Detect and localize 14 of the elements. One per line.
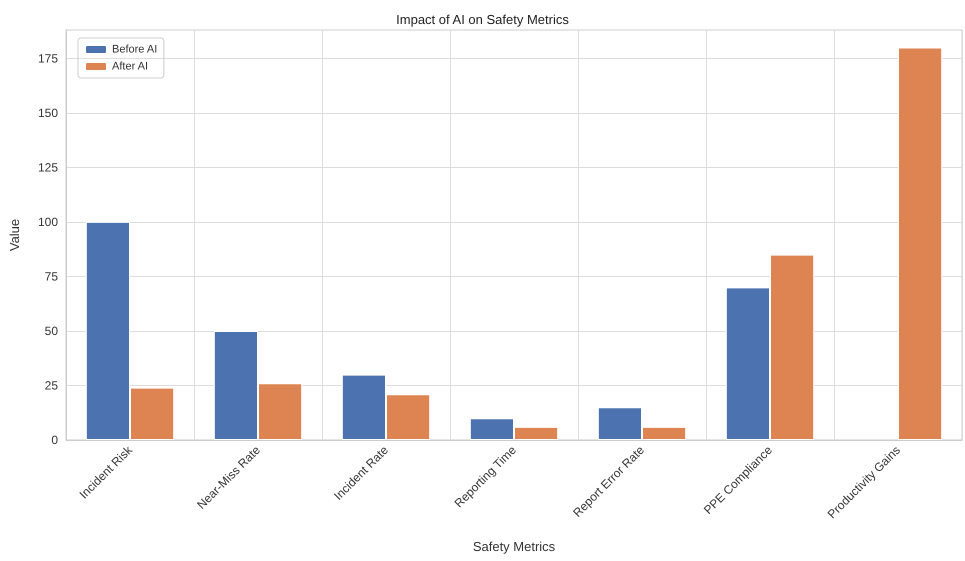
bar	[898, 47, 942, 440]
y-tick-label: 25	[44, 378, 58, 392]
chart-title: Impact of AI on Safety Metrics	[396, 12, 570, 27]
y-tick-label: 100	[38, 214, 58, 229]
y-axis-title: Value	[7, 218, 22, 252]
y-tick-label: 50	[44, 324, 58, 338]
y-tick-label: 175	[38, 51, 58, 66]
x-axis-title: Safety Metrics	[472, 539, 556, 554]
legend-label: After AI	[112, 60, 148, 72]
y-tick-label: 75	[44, 269, 58, 284]
y-tick-label: 0	[51, 433, 58, 447]
y-tick-label: 125	[38, 160, 58, 174]
legend-label: Before AI	[112, 44, 158, 56]
y-tick-label: 150	[38, 106, 58, 120]
